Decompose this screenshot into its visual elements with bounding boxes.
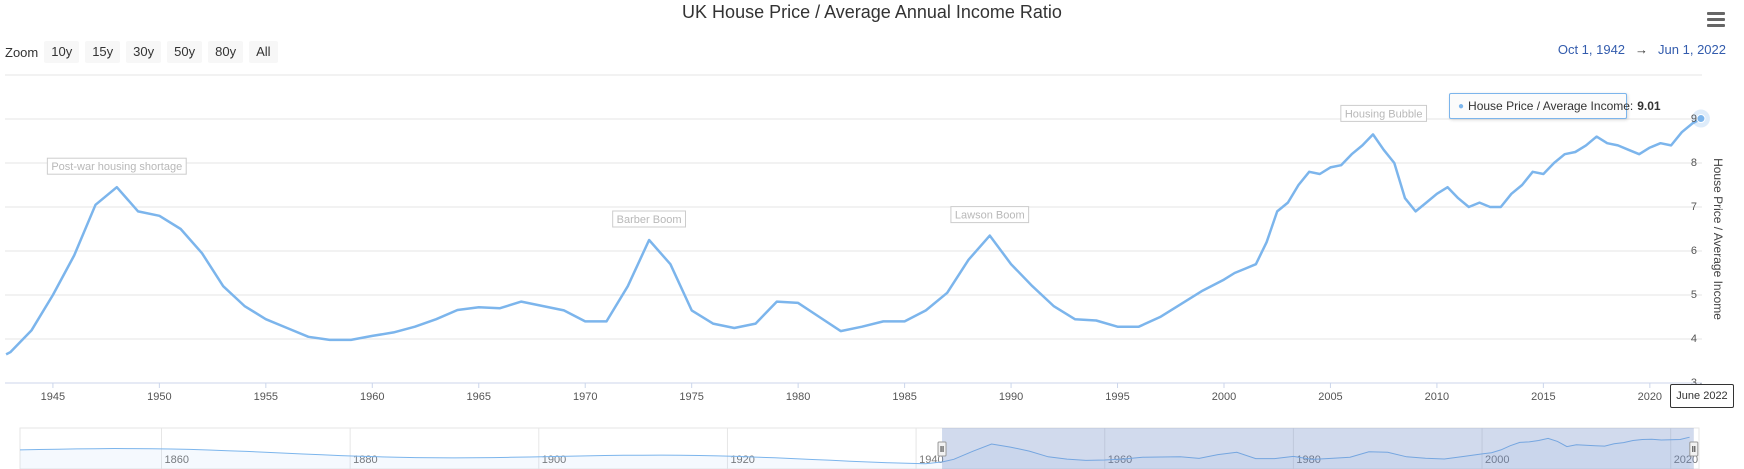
x-tick-label: 2010	[1425, 391, 1449, 403]
y-tick-label: 4	[1691, 333, 1697, 345]
zoom-controls: Zoom 10y 15y 30y 50y 80y All	[5, 40, 284, 64]
series-line[interactable]	[5, 117, 1702, 356]
x-tick-label: 1995	[1105, 391, 1129, 403]
tooltip-value: 9.01	[1637, 99, 1661, 113]
navigator-tick-label: 2000	[1485, 454, 1509, 466]
navigator-handle-left[interactable]	[937, 441, 947, 457]
x-tick-label: 1985	[892, 391, 916, 403]
x-tick-label: 1970	[573, 391, 597, 403]
navigator[interactable]: 1860 1880 1900 1920 1940 1960 1980 2000 2020	[19, 427, 1700, 469]
zoom-label: Zoom	[5, 44, 39, 60]
tooltip: ● House Price / Average Income: 9.01	[1449, 93, 1661, 119]
x-tick-label: 1990	[999, 391, 1023, 403]
series-layer[interactable]	[5, 109, 1710, 389]
x-tick-label: 1955	[254, 391, 278, 403]
range-arrow: →	[1635, 42, 1649, 57]
range-from[interactable]: Oct 1, 1942	[1557, 42, 1626, 57]
crosshair-date-label: June 2022	[1670, 384, 1734, 408]
date-range: Oct 1, 1942 → Jun 1, 2022	[1558, 42, 1726, 57]
grid-lines	[5, 74, 1702, 384]
hover-point[interactable]	[1696, 114, 1706, 124]
y-tick-label: 8	[1691, 157, 1697, 169]
navigator-selection[interactable]	[942, 428, 1694, 469]
x-tick-label: 1965	[467, 391, 491, 403]
navigator-background	[19, 427, 1700, 469]
navigator-line	[19, 436, 1690, 465]
hamburger-menu-icon[interactable]	[1704, 8, 1728, 32]
zoom-button-50y[interactable]: 50y	[167, 41, 203, 63]
y-tick-label: 5	[1691, 289, 1697, 301]
y-tick-label: 7	[1691, 201, 1697, 213]
y-axis: 3 4 5 6 7 8 9 House Price / Average Income	[1691, 113, 1725, 389]
navigator-area	[20, 437, 1690, 469]
annotation-box	[612, 210, 686, 228]
x-tick-label: 2015	[1531, 391, 1555, 403]
navigator-tick-label: 1980	[1296, 454, 1320, 466]
navigator-tick-label: 1960	[1108, 454, 1132, 466]
x-tick-label: 1975	[679, 391, 703, 403]
annotation-label: Lawson Boom	[955, 210, 1025, 222]
annotation-box	[950, 206, 1030, 224]
x-tick-label: 2005	[1318, 391, 1342, 403]
annotation-box	[46, 157, 187, 175]
x-tick-label: 1960	[360, 391, 384, 403]
x-tick-label: 2000	[1212, 391, 1236, 403]
y-tick-label: 3	[1691, 377, 1697, 389]
tooltip-series-dot-icon: ●	[1458, 100, 1465, 112]
navigator-handle-right[interactable]	[1689, 441, 1699, 457]
navigator-tick-label: 1860	[164, 454, 188, 466]
annotation-box	[1340, 104, 1428, 122]
zoom-button-80y[interactable]: 80y	[208, 41, 244, 63]
y-axis-title: House Price / Average Income	[1711, 158, 1725, 320]
range-to[interactable]: Jun 1, 2022	[1658, 42, 1726, 57]
navigator-tick-label: 1940	[919, 454, 943, 466]
x-tick-label: 1980	[786, 391, 810, 403]
x-tick-label: 2020	[1638, 391, 1662, 403]
chart-title: UK House Price / Average Annual Income R…	[682, 2, 1062, 22]
x-axis: 1945 1950 1955 1960 1965 1970 1975 1980 1985 1990…	[5, 382, 1702, 403]
navigator-tick-label: 2020	[1674, 454, 1698, 466]
x-tick-label: 1950	[147, 391, 171, 403]
annotations: Post-war housing shortage Barber Boom Laws…	[46, 104, 1428, 228]
annotation-label: Barber Boom	[617, 214, 682, 226]
annotation-label: Housing Bubble	[1345, 108, 1423, 120]
y-tick-label: 6	[1691, 245, 1697, 257]
annotation-label: Post-war housing shortage	[51, 161, 182, 173]
x-tick-label: 1945	[41, 391, 65, 403]
y-tick-label: 9	[1691, 113, 1697, 125]
zoom-button-10y[interactable]: 10y	[44, 41, 80, 63]
zoom-button-all[interactable]: All	[249, 41, 278, 63]
zoom-button-15y[interactable]: 15y	[85, 41, 121, 63]
zoom-button-30y[interactable]: 30y	[126, 41, 162, 63]
tooltip-series-label: House Price / Average Income:	[1468, 99, 1634, 113]
